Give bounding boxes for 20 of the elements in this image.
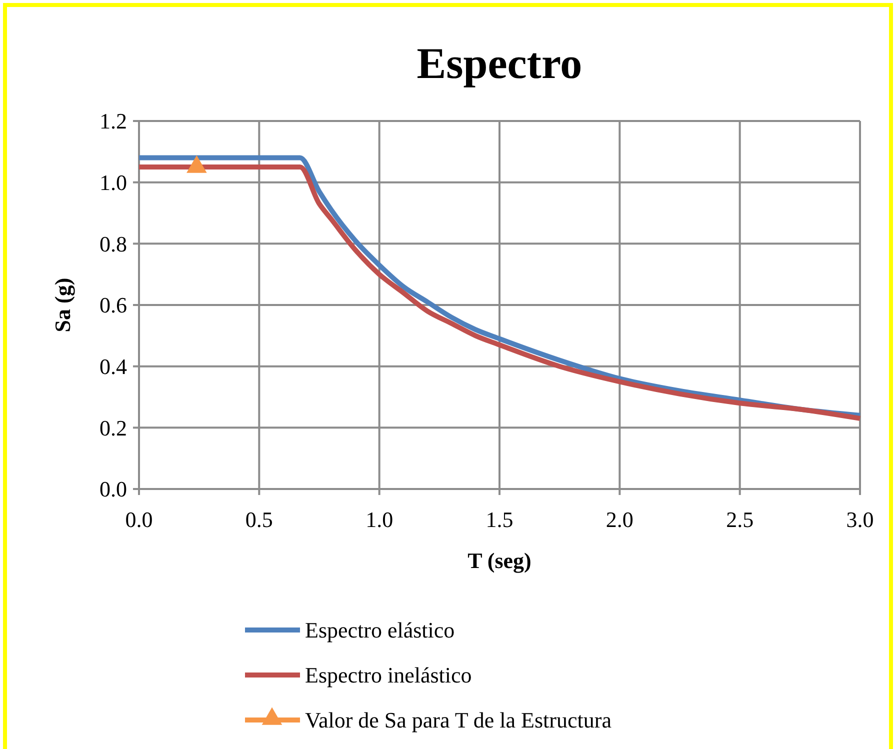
x-axis-title: T (seg)	[468, 548, 532, 573]
legend-label: Espectro inelástico	[305, 662, 472, 688]
x-tick-label: 3.0	[846, 507, 874, 532]
y-tick-label: 0.2	[100, 415, 127, 440]
x-tick-label: 2.0	[606, 507, 634, 532]
x-tick-label: 0.5	[245, 507, 273, 532]
x-tick-label: 1.5	[486, 507, 514, 532]
y-tick-label: 0.6	[100, 292, 127, 318]
y-tick-label: 0.8	[100, 231, 127, 256]
y-tick-label: 0.4	[100, 354, 127, 380]
y-tick-label: 1.2	[100, 108, 127, 134]
chart-title: Espectro	[416, 39, 582, 88]
x-tick-label: 0.0	[125, 507, 153, 532]
x-tick-label: 1.0	[366, 507, 394, 532]
y-axis-title: Sa (g)	[50, 278, 75, 332]
y-tick-label: 1.0	[100, 170, 127, 196]
legend-label: Espectro elástico	[305, 618, 455, 643]
legend-label: Valor de Sa para T de la Estructura	[305, 708, 612, 733]
x-tick-label: 2.5	[726, 507, 754, 532]
y-tick-label: 0.0	[100, 476, 127, 502]
